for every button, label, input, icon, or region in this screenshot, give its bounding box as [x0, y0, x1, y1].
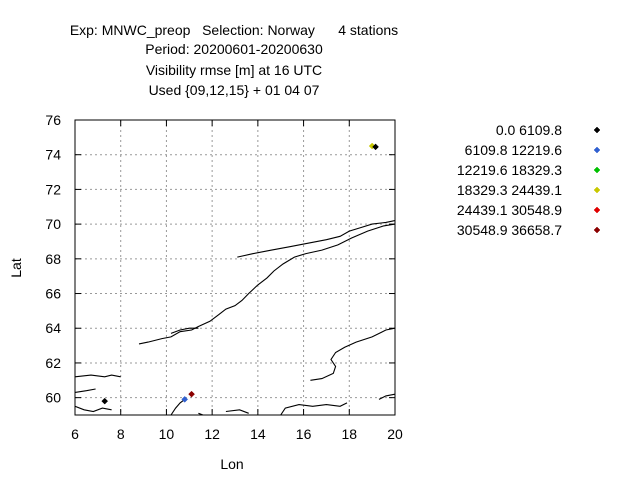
y-tick-label: 68	[45, 251, 61, 267]
x-tick-label: 20	[387, 426, 403, 442]
y-tick-label: 66	[45, 286, 61, 302]
station-points	[101, 142, 379, 405]
legend-marker	[593, 206, 601, 214]
x-tick-label: 14	[250, 426, 266, 442]
legend-label: 18329.3 24439.1	[457, 182, 562, 198]
coastline-segment	[280, 402, 348, 415]
title-line-1: Exp: MNWC_preop Selection: Norway 4 stat…	[70, 22, 398, 38]
title-line-4: Used {09,12,15} + 01 04 07	[149, 82, 320, 98]
coastline-segment	[237, 220, 395, 258]
coastline-segment	[75, 388, 96, 393]
legend-marker	[593, 126, 601, 134]
legend-label: 0.0 6109.8	[496, 122, 562, 138]
grid	[75, 120, 395, 415]
coastline-segment	[310, 327, 395, 381]
y-axis-label: Lat	[8, 258, 24, 278]
y-tick-label: 70	[45, 216, 61, 232]
y-tick-label: 60	[45, 390, 61, 406]
coastline-segment	[138, 223, 395, 345]
y-tick-label: 74	[45, 147, 61, 163]
legend-marker	[593, 226, 601, 234]
coastline-segment	[378, 393, 395, 400]
x-tick-label: 10	[159, 426, 175, 442]
title-line-3: Visibility rmse [m] at 16 UTC	[146, 62, 322, 78]
chart-title: Exp: MNWC_preop Selection: Norway 4 stat…	[70, 22, 398, 98]
coastline-map	[75, 220, 395, 415]
title-line-2: Period: 20200601-20200630	[145, 41, 323, 57]
coastline-segment	[75, 405, 112, 413]
x-tick-label: 16	[296, 426, 312, 442]
y-tick-label: 76	[45, 112, 61, 128]
coastline-segment	[170, 327, 199, 334]
coastline-segment	[225, 409, 249, 414]
station-marker	[372, 143, 379, 151]
y-axis-ticks: 60 62 64 66 68 70 72 74 76	[45, 112, 395, 406]
x-axis-ticks: 6 8 10 12 14 16 18 20	[71, 120, 403, 442]
legend-label: 24439.1 30548.9	[457, 202, 562, 218]
coastline-segment	[75, 374, 121, 378]
plot-frame	[74, 119, 396, 416]
legend-marker	[593, 146, 601, 154]
x-axis-label: Lon	[220, 456, 243, 472]
legend-marker	[593, 186, 601, 194]
legend-label: 30548.9 36658.7	[457, 222, 562, 238]
station-marker	[181, 396, 189, 403]
x-tick-label: 12	[204, 426, 220, 442]
y-tick-label: 64	[45, 320, 61, 336]
x-tick-label: 18	[341, 426, 357, 442]
y-tick-label: 72	[45, 181, 61, 197]
station-marker	[188, 390, 195, 398]
legend-marker	[593, 166, 601, 174]
station-marker	[101, 397, 109, 405]
y-tick-label: 62	[45, 355, 61, 371]
legend: 0.0 6109.8 6109.8 12219.6 12219.6 18329.3 1…	[457, 122, 601, 238]
coastline-segment	[170, 398, 186, 415]
x-tick-label: 8	[117, 426, 125, 442]
legend-label: 6109.8 12219.6	[465, 142, 563, 158]
x-tick-label: 6	[71, 426, 79, 442]
legend-label: 12219.6 18329.3	[457, 162, 562, 178]
